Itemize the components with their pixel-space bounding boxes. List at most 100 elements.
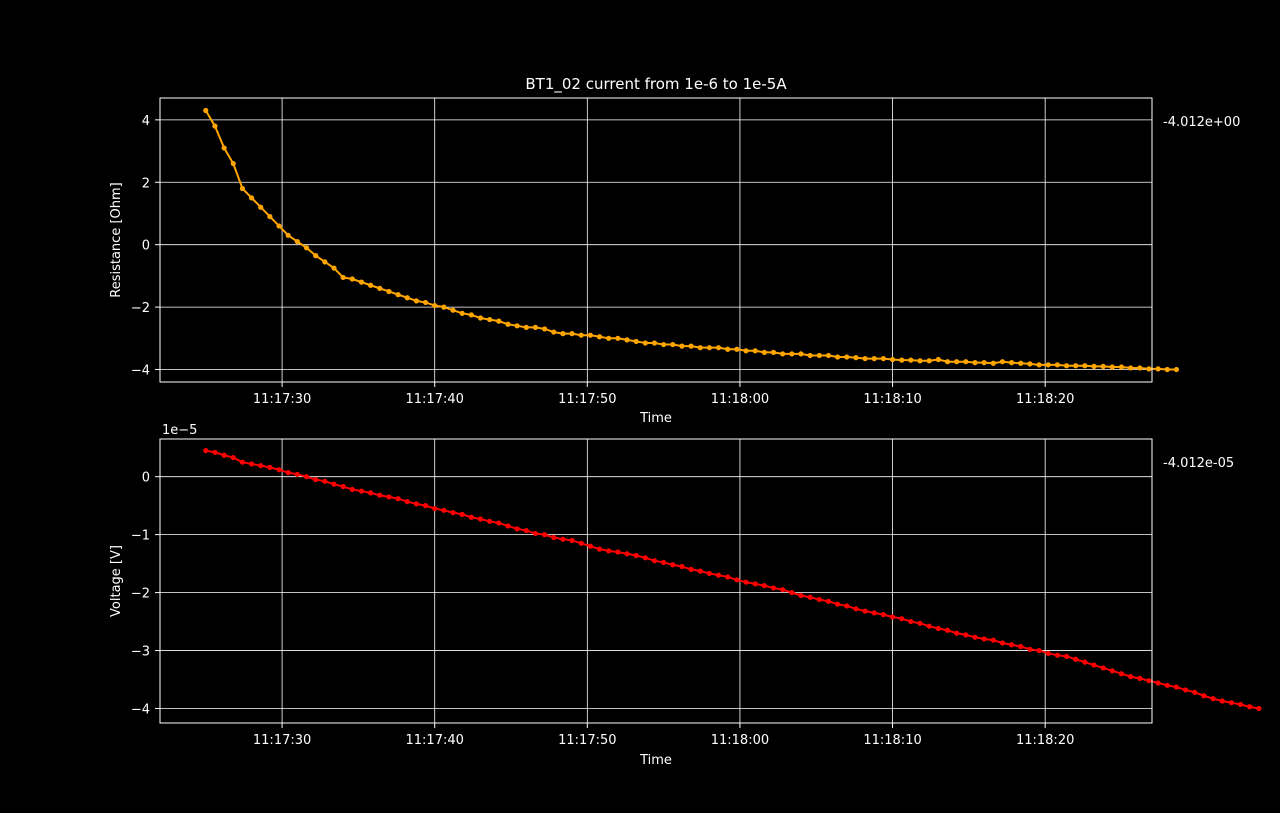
resistance-data-point [954, 359, 960, 365]
resistance-data-point [990, 360, 996, 366]
voltage-data-point [413, 501, 419, 507]
voltage-series [203, 447, 1262, 712]
resistance-x-tick-label: 11:17:50 [558, 392, 616, 407]
voltage-data-point [606, 548, 612, 554]
voltage-multiplier-text: 1e−5 [162, 423, 197, 438]
voltage-data-point [697, 568, 703, 574]
voltage-data-point [1027, 646, 1033, 652]
resistance-data-point [404, 295, 410, 301]
resistance-data-point [871, 355, 877, 362]
voltage-data-point [926, 623, 932, 629]
voltage-data-point [523, 527, 529, 534]
voltage-data-point [587, 543, 593, 549]
voltage-data-point [1118, 671, 1125, 677]
resistance-data-point [212, 123, 218, 129]
voltage-data-point [432, 505, 438, 512]
voltage-data-point [276, 467, 282, 473]
resistance-data-point [313, 253, 319, 259]
resistance-data-point [303, 245, 310, 251]
resistance-axes-frame [159, 97, 1153, 383]
resistance-data-point [853, 355, 859, 361]
voltage-data-point [230, 454, 236, 461]
voltage-y-ticks: −4 −3 −2 −1 0 [131, 471, 160, 718]
voltage-data-point [944, 627, 951, 633]
voltage-y-tick-label: −1 [131, 529, 150, 544]
resistance-data-point [935, 356, 941, 363]
resistance-data-point [267, 213, 273, 220]
voltage-data-point [615, 549, 621, 555]
resistance-data-point [441, 304, 447, 310]
resistance-data-point [1045, 362, 1051, 368]
voltage-y-tick-label: −4 [131, 703, 150, 718]
voltage-data-point [239, 459, 246, 465]
resistance-data-point [285, 232, 291, 238]
resistance-data-point [239, 185, 246, 192]
voltage-data-point [596, 546, 603, 552]
voltage-grid [160, 439, 1152, 723]
voltage-data-point [679, 563, 685, 570]
resistance-data-point [835, 354, 841, 360]
voltage-data-point [221, 452, 227, 458]
voltage-data-point [386, 494, 392, 500]
resistance-x-label: Time [639, 411, 672, 426]
voltage-data-point [999, 640, 1006, 646]
voltage-data-point [560, 536, 566, 542]
resistance-data-point [615, 335, 621, 341]
voltage-data-point [1201, 693, 1207, 699]
resistance-data-point [780, 351, 786, 357]
resistance-data-point [477, 315, 484, 321]
voltage-data-point [917, 620, 923, 626]
voltage-data-point [1109, 668, 1115, 674]
resistance-data-point [1155, 366, 1161, 372]
voltage-data-point [505, 523, 511, 529]
resistance-data-point [1008, 360, 1015, 366]
voltage-data-point [761, 583, 767, 589]
voltage-data-point [1146, 678, 1152, 684]
voltage-data-point [331, 481, 337, 487]
voltage-data-point [459, 511, 465, 517]
voltage-x-tick-label: 11:18:20 [1016, 733, 1074, 748]
resistance-data-point [596, 334, 603, 340]
voltage-data-point [358, 488, 365, 494]
resistance-data-point [825, 352, 832, 359]
resistance-data-point [1027, 361, 1033, 367]
resistance-data-point [706, 345, 713, 351]
voltage-data-point [706, 570, 713, 577]
resistance-data-point [889, 356, 896, 363]
voltage-data-point [248, 461, 255, 467]
resistance-data-point [816, 352, 822, 359]
resistance-data-point [642, 340, 648, 346]
voltage-data-point [368, 490, 374, 496]
resistance-data-point [349, 276, 355, 282]
voltage-data-point [422, 503, 429, 509]
resistance-data-point [358, 279, 365, 285]
resistance-data-point [670, 341, 676, 348]
voltage-data-point [1247, 704, 1253, 710]
resistance-data-point [761, 349, 767, 355]
voltage-data-point [258, 463, 264, 469]
voltage-data-point [395, 496, 401, 502]
voltage-data-point [816, 596, 822, 603]
voltage-data-point [624, 551, 630, 557]
resistance-data-point [844, 354, 850, 360]
resistance-grid [160, 98, 1152, 382]
voltage-data-point [404, 499, 410, 505]
resistance-y-tick-label: 0 [142, 239, 150, 254]
resistance-data-point [725, 346, 731, 352]
resistance-x-tick-label: 11:18:20 [1016, 392, 1074, 407]
voltage-data-point [1182, 687, 1189, 693]
voltage-data-point [734, 577, 740, 583]
resistance-data-point [798, 351, 804, 357]
voltage-data-point [889, 614, 896, 620]
voltage-data-point [303, 474, 310, 480]
resistance-data-point [248, 195, 255, 201]
resistance-data-point [276, 223, 282, 229]
resistance-data-point [1018, 360, 1024, 366]
resistance-data-point [679, 343, 685, 349]
resistance-data-point [1082, 363, 1088, 369]
voltage-data-point [468, 514, 474, 520]
resistance-data-point [972, 360, 978, 366]
voltage-data-point [725, 574, 731, 580]
voltage-data-point [496, 520, 502, 526]
voltage-data-point [798, 592, 804, 599]
